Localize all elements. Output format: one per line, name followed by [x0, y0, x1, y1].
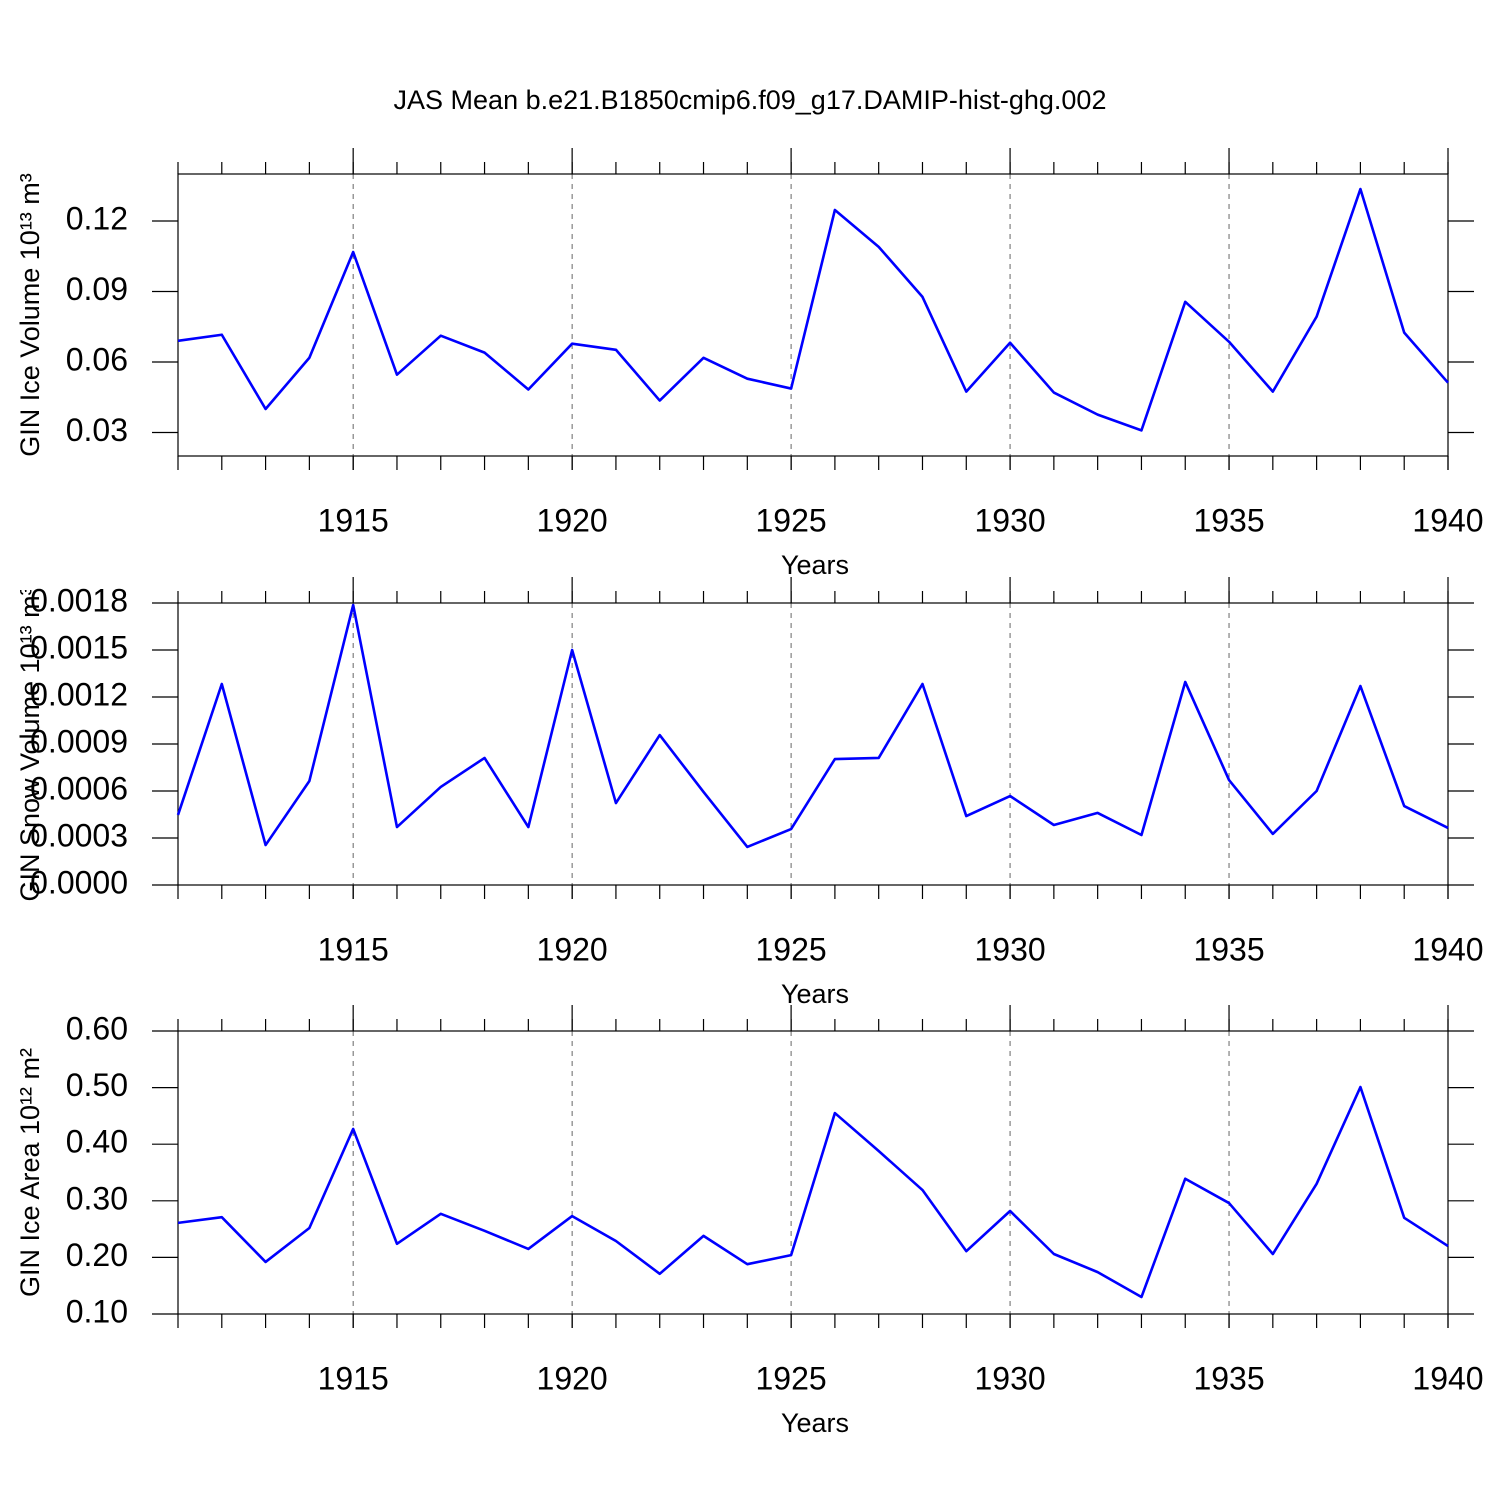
y-tick-label: 0.0018: [30, 582, 128, 618]
data-line: [176, 603, 1449, 849]
data-line: [177, 187, 1449, 432]
y-tick-label: 0.12: [66, 200, 128, 236]
data-line: [177, 1085, 1449, 1299]
y-tick-label: 0.0012: [30, 676, 128, 712]
y-tick-label: 0.0006: [30, 770, 128, 806]
y-tick-label: 0.09: [66, 271, 128, 307]
x-tick-label: 1920: [537, 502, 608, 538]
x-tick-label: 1920: [537, 931, 608, 967]
x-tick-label: 1925: [756, 931, 827, 967]
y-tick-label: 0.0000: [30, 864, 128, 900]
x-tick-label: 1940: [1412, 931, 1483, 967]
x-tick-label: 1940: [1412, 502, 1483, 538]
x-axis-title: Years: [781, 1408, 849, 1438]
y-axis-title-group: GIN Snow Volume 10¹³ m³: [15, 586, 45, 902]
y-tick-label: 0.40: [66, 1124, 128, 1160]
y-tick-label: 0.10: [66, 1293, 128, 1329]
x-tick-label: 1930: [974, 1360, 1045, 1396]
x-tick-label: 1915: [318, 1360, 389, 1396]
y-tick-label: 0.06: [66, 341, 128, 377]
plot-frame: [177, 602, 1449, 886]
x-axis-title: Years: [781, 979, 849, 1009]
x-tick-label: 1940: [1412, 1360, 1483, 1396]
y-tick-label: 0.0003: [30, 817, 128, 853]
y-axis-title: GIN Ice Area 10¹² m²: [15, 1048, 45, 1297]
plot-frame: [177, 173, 1449, 457]
y-tick-label: 0.30: [66, 1180, 128, 1216]
y-axis-title: GIN Ice Volume 10¹³ m³: [15, 173, 45, 457]
y-axis-title-group: GIN Ice Volume 10¹³ m³: [15, 173, 45, 457]
x-tick-label: 1920: [537, 1360, 608, 1396]
x-axis-title: Years: [781, 550, 849, 580]
y-tick-label: 0.0009: [30, 723, 128, 759]
figure-title: JAS Mean b.e21.B1850cmip6.f09_g17.DAMIP-…: [394, 85, 1107, 115]
x-tick-label: 1935: [1193, 931, 1264, 967]
plot-frame: [177, 1030, 1449, 1315]
x-tick-label: 1935: [1193, 1360, 1264, 1396]
x-tick-label: 1935: [1193, 502, 1264, 538]
x-tick-label: 1915: [318, 931, 389, 967]
y-tick-label: 0.60: [66, 1010, 128, 1046]
x-tick-label: 1925: [756, 1360, 827, 1396]
x-tick-label: 1925: [756, 502, 827, 538]
y-axis-title-group: GIN Ice Area 10¹² m²: [15, 1048, 45, 1297]
x-tick-label: 1915: [318, 502, 389, 538]
y-axis-title: GIN Snow Volume 10¹³ m³: [15, 586, 45, 901]
x-tick-label: 1930: [974, 931, 1045, 967]
y-tick-label: 0.20: [66, 1237, 128, 1273]
y-tick-label: 0.50: [66, 1067, 128, 1103]
x-tick-label: 1930: [974, 502, 1045, 538]
y-tick-label: 0.0015: [30, 629, 128, 665]
y-tick-label: 0.03: [66, 412, 128, 448]
